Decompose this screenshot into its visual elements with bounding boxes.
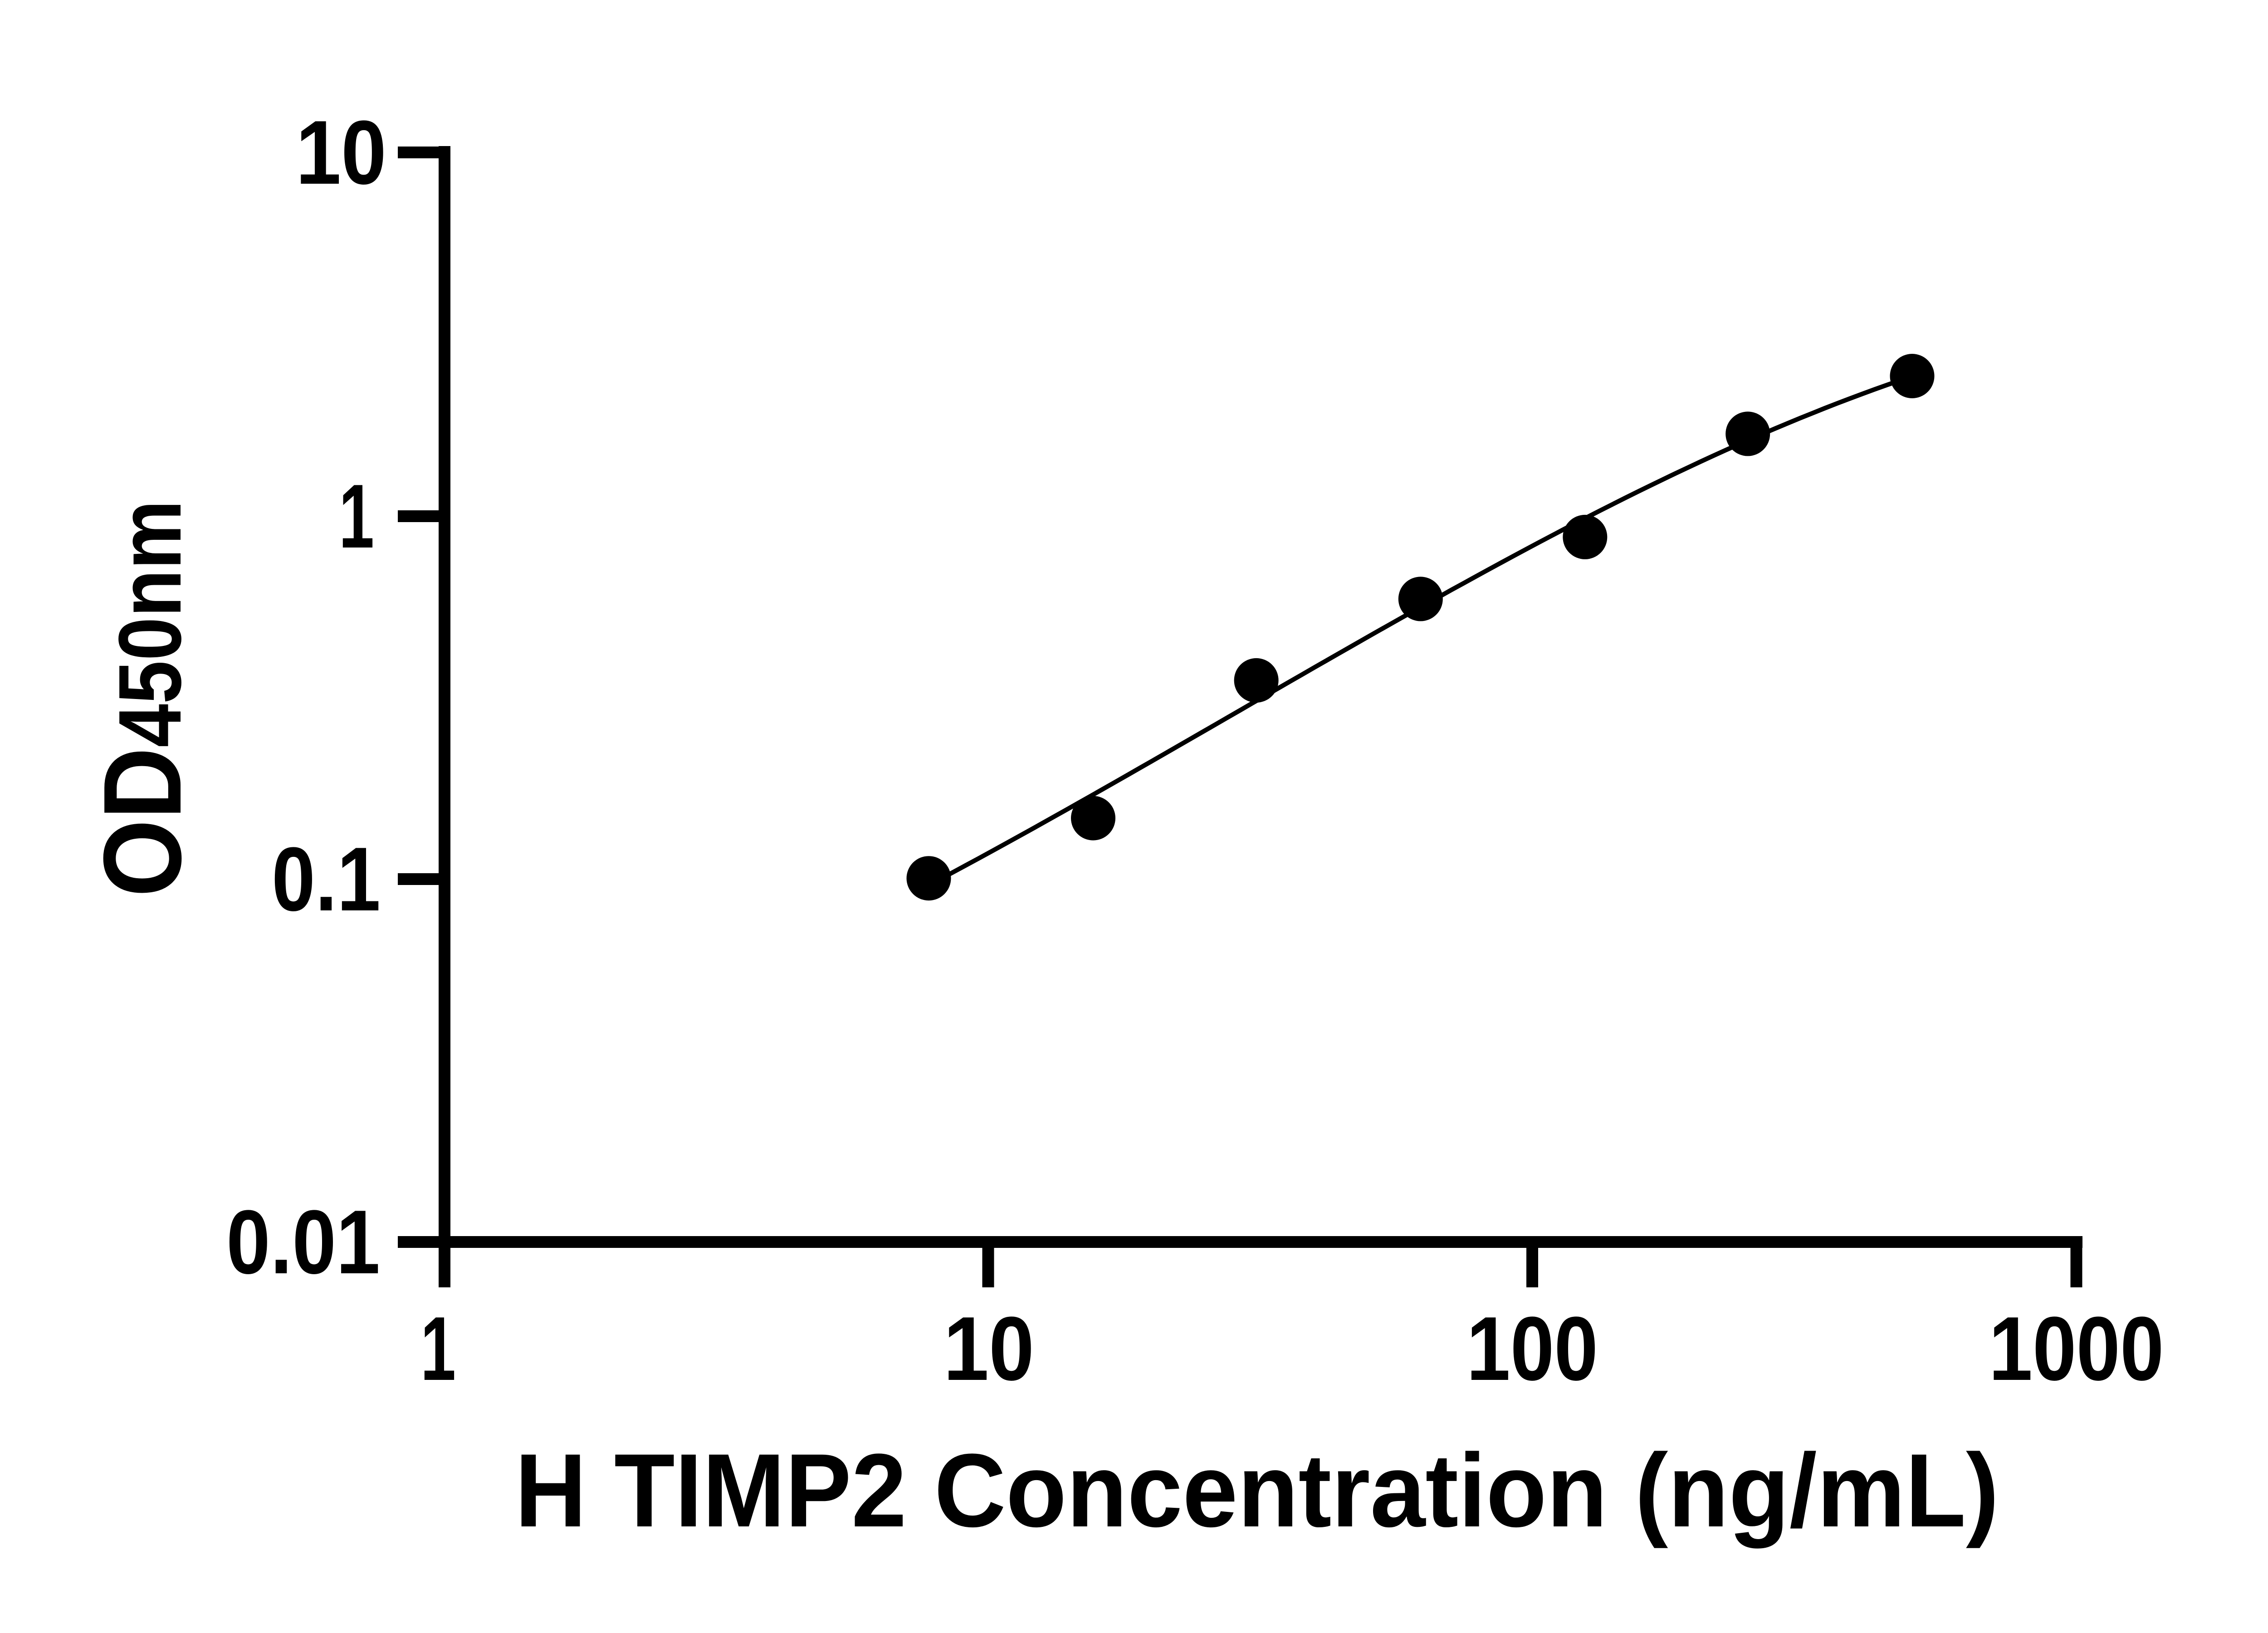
svg-text:H TIMP2 Concentration (ng/mL): H TIMP2 Concentration (ng/mL) [515, 1432, 1999, 1549]
svg-text:10: 10 [943, 1298, 1034, 1399]
svg-text:10: 10 [296, 102, 386, 203]
svg-text:1: 1 [420, 1298, 456, 1399]
svg-text:1: 1 [339, 466, 374, 567]
svg-text:OD450nm: OD450nm [80, 500, 204, 897]
svg-text:1000: 1000 [1989, 1298, 2164, 1399]
svg-text:0.1: 0.1 [272, 829, 381, 930]
svg-text:100: 100 [1466, 1298, 1598, 1399]
svg-text:0.01: 0.01 [226, 1192, 380, 1293]
